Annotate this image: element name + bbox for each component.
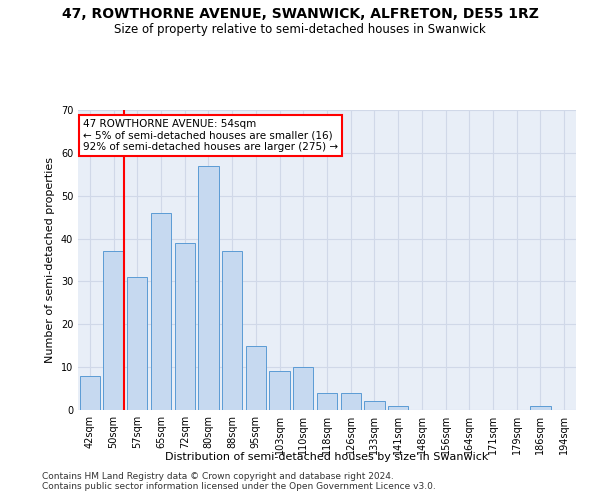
Y-axis label: Number of semi-detached properties: Number of semi-detached properties: [45, 157, 55, 363]
Bar: [388, 406, 408, 410]
Text: 47 ROWTHORNE AVENUE: 54sqm
← 5% of semi-detached houses are smaller (16)
92% of : 47 ROWTHORNE AVENUE: 54sqm ← 5% of semi-…: [83, 119, 338, 152]
Text: Contains public sector information licensed under the Open Government Licence v3: Contains public sector information licen…: [42, 482, 436, 491]
Bar: [364, 402, 385, 410]
Bar: [293, 367, 313, 410]
Bar: [151, 213, 171, 410]
Bar: [103, 252, 124, 410]
Bar: [246, 346, 266, 410]
Bar: [175, 243, 195, 410]
Bar: [317, 393, 337, 410]
Text: 47, ROWTHORNE AVENUE, SWANWICK, ALFRETON, DE55 1RZ: 47, ROWTHORNE AVENUE, SWANWICK, ALFRETON…: [62, 8, 538, 22]
Bar: [341, 393, 361, 410]
Text: Distribution of semi-detached houses by size in Swanwick: Distribution of semi-detached houses by …: [166, 452, 488, 462]
Text: Contains HM Land Registry data © Crown copyright and database right 2024.: Contains HM Land Registry data © Crown c…: [42, 472, 394, 481]
Bar: [269, 372, 290, 410]
Bar: [80, 376, 100, 410]
Bar: [222, 252, 242, 410]
Bar: [199, 166, 218, 410]
Bar: [127, 277, 148, 410]
Text: Size of property relative to semi-detached houses in Swanwick: Size of property relative to semi-detach…: [114, 22, 486, 36]
Bar: [530, 406, 551, 410]
